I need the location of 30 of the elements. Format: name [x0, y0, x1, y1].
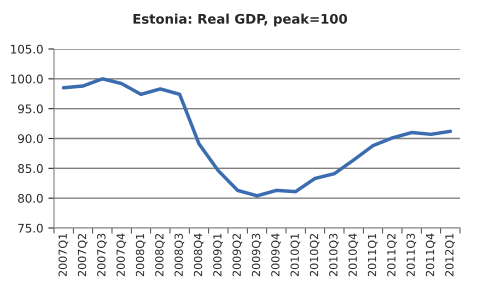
- x-tick-label: 2011Q3: [406, 234, 416, 276]
- x-tick-label: 2007Q3: [97, 234, 107, 276]
- x-tick-label: 2008Q2: [155, 234, 165, 276]
- x-tick-label: 2008Q1: [136, 234, 146, 276]
- y-tick-label: 100.0: [11, 74, 43, 84]
- y-tick-label: 75.0: [18, 224, 43, 233]
- x-tick-label: 2007Q1: [58, 234, 68, 276]
- x-tick-label: 2011Q4: [426, 233, 436, 276]
- y-tick-label: 90.0: [18, 134, 43, 144]
- y-tick-label: 85.0: [18, 164, 43, 173]
- chart-title: Estonia: Real GDP, peak=100: [134, 14, 348, 26]
- x-tick-label: 2009Q3: [252, 234, 262, 276]
- x-tick-label: 2010Q1: [290, 234, 300, 276]
- x-tick-label: 2007Q4: [116, 233, 126, 276]
- y-tick-label: 95.0: [18, 104, 43, 114]
- y-tick-label: 105.0: [11, 44, 43, 54]
- x-tick-label: 2010Q3: [329, 234, 339, 276]
- x-tick-label: 2010Q2: [310, 234, 320, 276]
- x-tick-label: 2009Q2: [232, 234, 242, 276]
- line-series: [62, 77, 452, 198]
- x-tick-label: 2012Q1: [445, 234, 455, 276]
- y-tick-label: 80.0: [18, 194, 43, 203]
- x-tick-label: 2008Q3: [174, 234, 184, 276]
- x-tick-label: 2009Q4: [271, 233, 281, 276]
- x-tick-label: 2007Q2: [78, 234, 88, 276]
- x-tick-label: 2011Q1: [368, 234, 378, 276]
- x-tick-label: 2008Q4: [194, 233, 204, 276]
- x-tick-label: 2010Q4: [348, 233, 358, 276]
- x-tick-label: 2011Q2: [387, 234, 397, 276]
- x-tick-label: 2009Q1: [213, 234, 223, 276]
